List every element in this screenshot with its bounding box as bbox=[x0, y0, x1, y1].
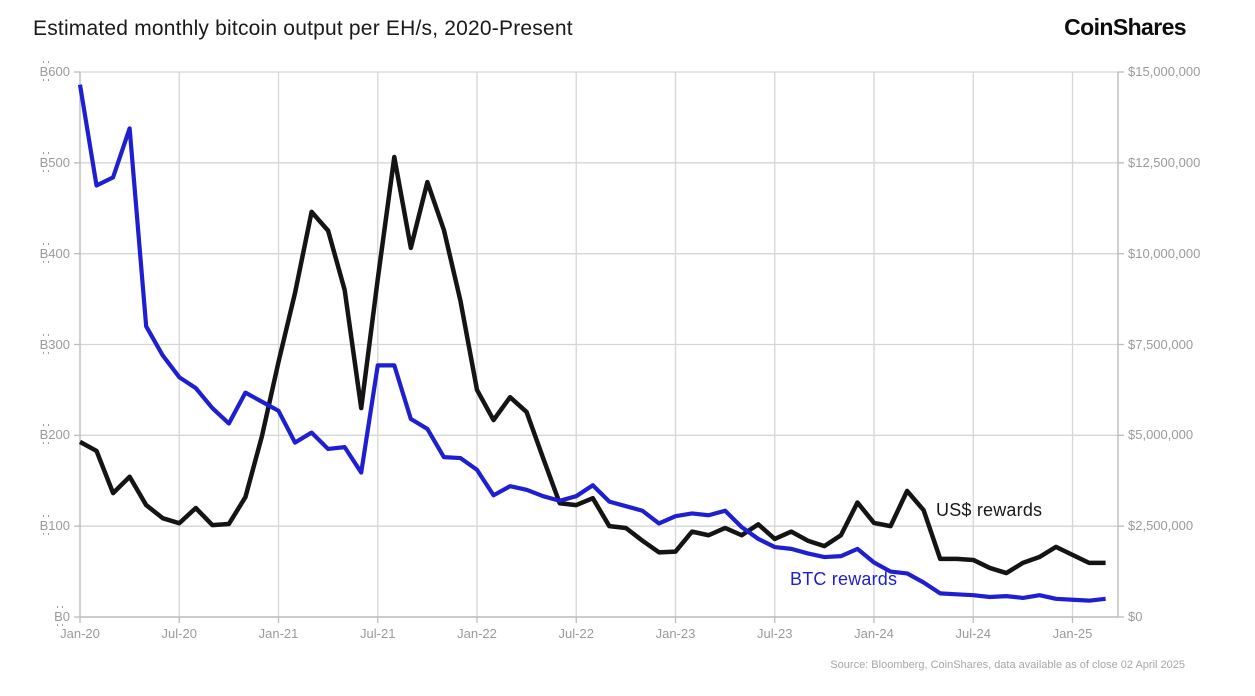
x-axis-tick-label: Jul-24 bbox=[955, 626, 991, 641]
x-axis-tick-label: Jan-25 bbox=[1052, 626, 1093, 641]
left-axis-tick-label: B600 bbox=[39, 61, 70, 81]
chart-title: Estimated monthly bitcoin output per EH/… bbox=[33, 17, 573, 40]
x-axis-tick-label: Jan-21 bbox=[258, 626, 299, 641]
right-axis-tick-label: $12,500,000 bbox=[1128, 154, 1201, 170]
x-axis-tick-label: Jul-21 bbox=[360, 626, 396, 641]
right-axis-tick-label: $0 bbox=[1128, 609, 1143, 624]
bitcoin-symbol: B bbox=[39, 515, 49, 536]
x-axis-tick-label: Jul-22 bbox=[558, 626, 594, 641]
x-axis-tick-label: Jan-20 bbox=[60, 626, 100, 641]
series-label-usd-rewards: US$ rewards bbox=[936, 500, 1043, 520]
series-line-usd bbox=[78, 154, 1106, 576]
series-label-btc-rewards: BTC rewards bbox=[790, 569, 898, 589]
x-axis-tick-label: Jan-24 bbox=[854, 626, 894, 641]
x-axis-tick-label: Jan-23 bbox=[655, 626, 696, 641]
coinshares-logo: CoinShares bbox=[1064, 14, 1186, 40]
right-axis-tick-label: $10,000,000 bbox=[1128, 245, 1201, 261]
bitcoin-symbol: B bbox=[39, 333, 49, 354]
right-axis-tick-label: $5,000,000 bbox=[1128, 427, 1194, 443]
x-axis-tick-label: Jul-23 bbox=[757, 626, 793, 641]
left-axis-tick-label: B200 bbox=[39, 424, 70, 445]
left-axis-tick-label: B400 bbox=[39, 242, 70, 263]
left-axis-tick-label: B300 bbox=[39, 333, 70, 354]
series-line-btc bbox=[77, 84, 1106, 603]
bitcoin-symbol: B bbox=[39, 424, 49, 445]
x-axis-tick-label: Jan-22 bbox=[457, 626, 497, 641]
bitcoin-symbol: B bbox=[39, 61, 49, 81]
left-axis-tick-label: B0 bbox=[54, 606, 70, 626]
bitcoin-symbol: B bbox=[54, 606, 63, 626]
right-axis-tick-label: $15,000,000 bbox=[1128, 64, 1201, 79]
right-axis-tick-label: $7,500,000 bbox=[1128, 336, 1194, 352]
left-axis-tick-label: B500 bbox=[39, 151, 70, 172]
bitcoin-symbol: B bbox=[39, 151, 49, 172]
bitcoin-symbol: B bbox=[39, 242, 49, 263]
x-axis-tick-label: Jul-20 bbox=[161, 626, 197, 641]
right-axis-tick-label: $2,500,000 bbox=[1128, 518, 1194, 534]
source-note: Source: Bloomberg, CoinShares, data avai… bbox=[830, 659, 1185, 671]
left-axis-tick-label: B100 bbox=[39, 515, 70, 536]
